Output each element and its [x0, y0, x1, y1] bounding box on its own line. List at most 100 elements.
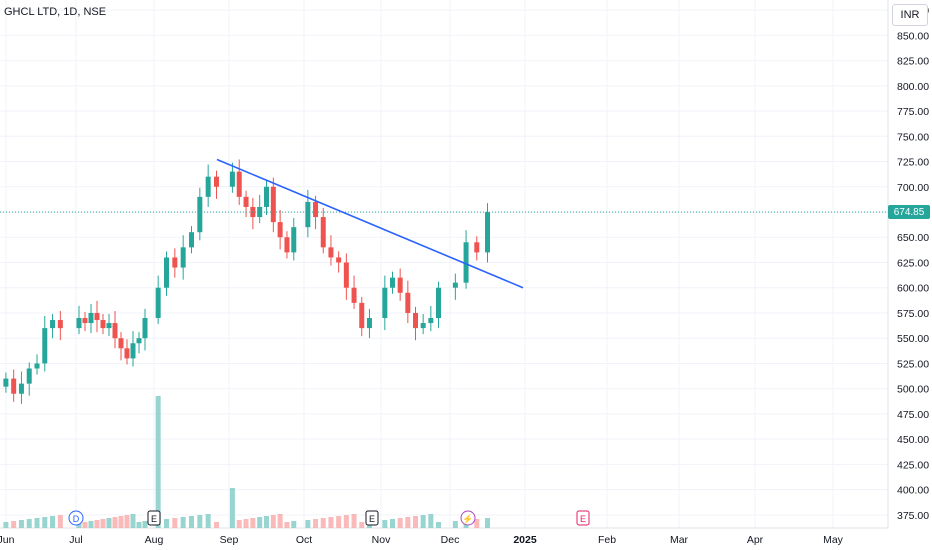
candle-body — [197, 196, 203, 233]
candle — [366, 308, 372, 339]
volume-bar — [436, 522, 441, 528]
volume-bar — [428, 514, 434, 528]
candle — [390, 271, 395, 294]
candle-body — [474, 242, 480, 253]
volume-bar — [3, 522, 9, 528]
price-tick-label: 700.00 — [897, 182, 929, 194]
candle — [136, 332, 142, 354]
candle — [130, 331, 136, 367]
volume-bar — [343, 515, 349, 528]
dividend-icon — [68, 510, 84, 526]
candle — [351, 275, 357, 309]
event-marker-split: ⚡ — [460, 510, 476, 526]
candle-body — [34, 363, 40, 369]
candle — [257, 194, 263, 224]
candle-body — [100, 320, 106, 329]
volume-bar — [336, 516, 342, 528]
candle-body — [76, 318, 82, 329]
volume-bar — [197, 515, 203, 528]
candle-body — [26, 368, 32, 384]
price-tick-label: 525.00 — [897, 358, 929, 370]
candle-body — [277, 222, 283, 238]
volume-bar — [351, 514, 357, 528]
candle-body — [189, 232, 194, 248]
price-tick-label: 425.00 — [897, 459, 929, 471]
volume-bar — [82, 522, 88, 528]
time-tick-label: Aug — [145, 534, 164, 546]
candle-body — [257, 206, 263, 218]
time-axis[interactable]: Jun Jul Aug Sep Oct Nov Dec 2025 Feb Mar Apr May — [0, 527, 888, 546]
volume-bar — [118, 516, 124, 528]
candle-body — [320, 217, 326, 248]
currency-button[interactable]: INR — [892, 4, 928, 26]
candle — [320, 207, 326, 254]
candle-body — [214, 176, 219, 187]
candle — [100, 313, 106, 335]
candle — [189, 226, 194, 254]
price-tick-label: 775.00 — [897, 106, 929, 118]
volume-bar — [250, 518, 256, 528]
volume-bar — [94, 520, 100, 528]
volume-bar — [124, 515, 130, 528]
candle-body — [397, 277, 403, 293]
candle — [18, 371, 24, 404]
event-markers[interactable]: D E E ⚡ E — [68, 510, 590, 526]
volume-bar — [474, 519, 480, 528]
volume-bar — [390, 519, 395, 528]
candle-body — [328, 247, 334, 258]
price-tick-label: 400.00 — [897, 485, 929, 497]
price-tick-label: 600.00 — [897, 283, 929, 295]
candle-body — [11, 378, 17, 394]
volume-bar — [18, 520, 24, 528]
volume-bar — [164, 519, 169, 528]
candle — [463, 230, 469, 289]
candle — [88, 303, 94, 334]
candle — [3, 372, 9, 393]
earnings-icon — [365, 510, 379, 526]
candle-body — [264, 186, 269, 207]
volume-bar — [26, 519, 32, 528]
time-tick-label: Feb — [598, 534, 616, 546]
volume-bar — [236, 520, 242, 528]
price-axis[interactable]: 875.00850.00825.00800.00775.00750.00725.… — [887, 0, 929, 528]
candle — [118, 332, 124, 361]
event-marker-label: E — [580, 514, 586, 524]
volume-bar — [485, 518, 490, 528]
candle-body — [205, 176, 211, 197]
candle-body — [42, 328, 48, 364]
candle — [485, 203, 490, 263]
volume-bar — [57, 515, 63, 528]
volume-bar — [257, 517, 263, 528]
time-tick-label: Jul — [69, 534, 82, 546]
candle-body — [390, 277, 395, 288]
event-marker-label: D — [73, 514, 80, 524]
candle-body — [413, 312, 418, 329]
price-tick-label: 725.00 — [897, 157, 929, 169]
trendline[interactable] — [216, 158, 524, 289]
volume-bar — [205, 514, 211, 528]
volume-bar — [359, 522, 365, 528]
earnings-icon — [576, 510, 590, 526]
candle-body — [270, 186, 276, 223]
candle — [243, 190, 249, 218]
volume-bar — [130, 514, 136, 528]
candle-body — [284, 237, 290, 253]
candle-body — [428, 318, 434, 324]
candle-body — [405, 292, 411, 313]
candle-body — [118, 338, 124, 349]
candle — [11, 369, 17, 402]
candle-body — [142, 318, 148, 339]
candle-body — [50, 320, 56, 329]
volume-bar — [313, 519, 319, 528]
split-icon — [460, 510, 476, 526]
candle-body — [336, 257, 342, 263]
time-tick-label: Dec — [441, 534, 460, 546]
candle-body — [420, 323, 426, 329]
candle — [428, 305, 434, 332]
candle-body — [351, 287, 357, 303]
candle-body — [106, 323, 112, 329]
candle-body — [313, 201, 319, 218]
volume-bar — [452, 521, 458, 528]
volume-bar — [291, 521, 297, 528]
